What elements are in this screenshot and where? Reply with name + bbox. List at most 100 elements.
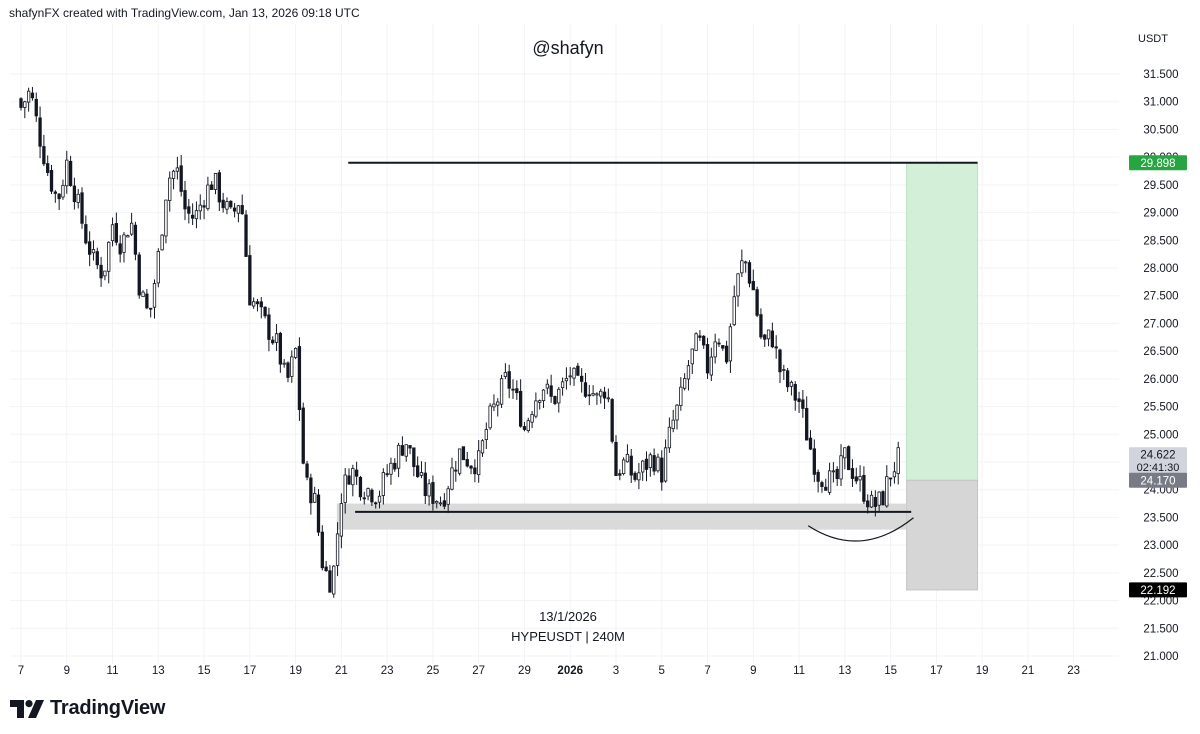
candle-body <box>473 467 477 475</box>
candlestick-chart[interactable]: @shafyn 13/1/2026 HYPEUSDT | 240M USDT 21… <box>10 24 1190 688</box>
candle-body <box>42 146 46 165</box>
price-tick-label: 28.000 <box>1143 263 1178 275</box>
candle-body <box>229 200 233 208</box>
candle-body <box>568 375 572 378</box>
candle-body <box>400 445 405 456</box>
tradingview-wordmark: TradingView <box>50 697 166 719</box>
candle-body <box>652 455 656 472</box>
candle-body <box>801 399 805 409</box>
candle-body <box>347 475 351 485</box>
candle-body <box>732 296 736 326</box>
candle-body <box>644 458 649 470</box>
candle-body <box>95 251 99 266</box>
candle-body <box>38 117 42 147</box>
candle-body <box>805 408 809 441</box>
price-tick-label: 22.000 <box>1143 596 1178 608</box>
time-tick-label: 9 <box>64 665 70 677</box>
drawings-zones <box>336 162 979 591</box>
candle-body <box>461 446 466 461</box>
price-label-value: 29.898 <box>1140 158 1175 170</box>
currency-label: USDT <box>1138 33 1168 45</box>
price-label-value: 24.622 <box>1140 450 1175 462</box>
candle-body <box>846 446 851 471</box>
candle-body <box>629 455 633 476</box>
candle-body <box>457 448 462 474</box>
candle-body <box>282 362 286 365</box>
candle-body <box>133 224 138 255</box>
candle-body <box>763 334 767 340</box>
time-tick-label: 3 <box>613 665 619 677</box>
candle-body <box>57 193 61 200</box>
price-label-value: 24.170 <box>1140 475 1175 487</box>
drawings-lines <box>348 161 978 542</box>
candle-body <box>156 251 160 284</box>
candle-body <box>389 462 393 475</box>
price-tick-label: 30.500 <box>1143 124 1178 136</box>
price-label-countdown: 02:41:30 <box>1137 462 1180 474</box>
candle-body <box>202 205 206 208</box>
candle-body <box>560 381 565 389</box>
candle-body <box>759 314 763 338</box>
price-tick-label: 26.000 <box>1143 374 1178 386</box>
candle-body <box>343 474 347 503</box>
candle-body <box>858 476 862 481</box>
candle-body <box>149 307 153 310</box>
candle-body <box>816 471 820 482</box>
candle-body <box>320 531 324 569</box>
candle-body <box>709 356 713 376</box>
time-tick-label: 17 <box>243 665 256 677</box>
time-tick-label: 11 <box>793 665 805 677</box>
candle-body <box>667 426 672 449</box>
candle-body <box>374 502 378 505</box>
candle-body <box>248 255 252 306</box>
candle-body <box>370 489 374 503</box>
price-label-box <box>1129 472 1187 488</box>
support-zone <box>336 503 907 530</box>
target-profit-zone <box>906 162 979 481</box>
candle-body <box>152 283 157 308</box>
candle-body <box>179 165 183 192</box>
candle-body <box>141 291 145 298</box>
candle-body <box>164 199 168 237</box>
candle-body <box>404 444 408 457</box>
candle-body <box>660 457 664 483</box>
candle-body <box>557 388 561 404</box>
candle-body <box>438 502 443 505</box>
candle-body <box>450 467 454 490</box>
time-tick-label: 27 <box>472 665 485 677</box>
candle-body <box>210 184 214 190</box>
candle-body <box>88 241 92 255</box>
candle-body <box>580 375 584 382</box>
candles <box>19 86 900 598</box>
candle-body <box>808 437 813 450</box>
candle-body <box>751 281 755 291</box>
candle-body <box>351 468 355 486</box>
candle-body <box>80 192 84 224</box>
chart-attribution: shafynFX created with TradingView.com, J… <box>9 6 360 20</box>
candle-body <box>641 460 645 473</box>
candle-body <box>301 407 305 464</box>
candle-body <box>572 367 576 379</box>
time-tick-label: 11 <box>107 665 119 677</box>
candle-body <box>396 444 401 469</box>
tradingview-logo[interactable]: TradingView <box>10 697 165 720</box>
candle-body <box>381 472 385 496</box>
candle-body <box>679 386 683 406</box>
price-tick-label: 31.000 <box>1143 97 1178 109</box>
candle-body <box>435 501 439 504</box>
candle-body <box>610 399 614 442</box>
candle-body <box>797 398 801 402</box>
candle-body <box>553 396 557 405</box>
price-tick-label: 29.500 <box>1143 180 1178 192</box>
candle-body <box>885 476 889 507</box>
candle-body <box>599 390 603 397</box>
candle-body <box>511 388 515 391</box>
time-tick-label: 21 <box>1022 665 1035 677</box>
candle-body <box>717 342 721 345</box>
candle-body <box>267 314 271 340</box>
candle-body <box>785 370 790 388</box>
candle-body <box>213 172 218 190</box>
candle-body <box>290 356 294 377</box>
candle-body <box>194 210 199 220</box>
